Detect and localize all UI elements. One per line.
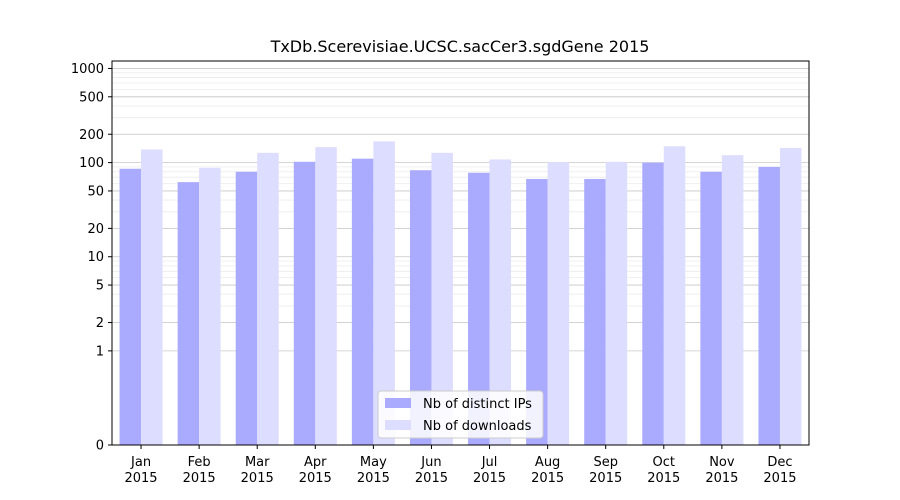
y-tick-label: 100	[79, 156, 104, 171]
x-tick-label-year: 2015	[124, 471, 157, 486]
bar-distinct-ips	[700, 171, 722, 445]
x-tick-label-year: 2015	[241, 471, 274, 486]
legend-label-distinct-ips: Nb of distinct IPs	[423, 397, 532, 412]
x-tick-label-month: Jul	[481, 455, 498, 470]
bars	[119, 141, 802, 446]
bar-downloads	[605, 161, 628, 445]
x-axis: Jan2015Feb2015Mar2015Apr2015May2015Jun20…	[124, 445, 797, 486]
x-tick-label-month: Oct	[653, 455, 675, 470]
x-tick-label-month: Jan	[130, 455, 151, 470]
y-tick-label: 500	[79, 90, 104, 105]
bar-downloads	[547, 162, 570, 445]
legend-swatch-distinct-ips	[385, 398, 411, 408]
bar-distinct-ips	[351, 158, 374, 445]
bar-downloads	[257, 152, 279, 445]
bar-downloads	[373, 141, 395, 445]
bar-downloads	[141, 149, 163, 445]
x-tick-label-month: Apr	[304, 455, 327, 470]
y-tick-label: 200	[79, 128, 104, 143]
x-tick-label-year: 2015	[183, 471, 216, 486]
y-tick-label: 0	[96, 439, 104, 454]
bar-downloads	[663, 146, 686, 445]
x-tick-label-month: Mar	[245, 455, 270, 470]
bar-distinct-ips	[177, 182, 200, 445]
bar-downloads	[779, 147, 802, 445]
y-tick-label: 1	[96, 344, 104, 359]
x-tick-label-month: May	[360, 455, 387, 470]
bar-distinct-ips	[409, 170, 432, 445]
x-tick-label-month: Feb	[188, 455, 211, 470]
legend: Nb of distinct IPs Nb of downloads	[377, 390, 544, 439]
legend-box	[377, 390, 544, 439]
bar-distinct-ips	[235, 171, 258, 445]
x-tick-label-year: 2015	[415, 471, 448, 486]
bar-downloads	[721, 155, 744, 445]
x-tick-label-year: 2015	[473, 471, 506, 486]
bar-downloads	[431, 152, 453, 445]
bar-downloads	[489, 159, 512, 446]
grid	[112, 68, 809, 446]
bar-distinct-ips	[584, 178, 606, 445]
bar-distinct-ips	[119, 168, 142, 445]
x-tick-label-year: 2015	[299, 471, 332, 486]
x-tick-label-year: 2015	[647, 471, 680, 486]
y-tick-label: 20	[87, 222, 104, 237]
x-tick-label-month: Aug	[535, 455, 560, 470]
bar-distinct-ips	[293, 161, 316, 445]
x-tick-label-year: 2015	[531, 471, 564, 486]
x-tick-label-month: Sep	[593, 455, 618, 470]
legend-swatch-downloads	[385, 420, 411, 430]
bar-downloads	[315, 147, 337, 445]
plot-frame	[111, 60, 810, 446]
bar-downloads	[199, 167, 221, 445]
legend-label-downloads: Nb of downloads	[423, 419, 532, 434]
y-tick-label: 1000	[71, 62, 104, 77]
bar-distinct-ips	[758, 166, 780, 446]
y-tick-label: 5	[96, 279, 104, 294]
y-tick-label: 10	[87, 250, 104, 265]
x-tick-label-year: 2015	[705, 471, 738, 486]
y-tick-label: 50	[87, 184, 104, 199]
bar-distinct-ips	[468, 172, 490, 445]
x-tick-label-year: 2015	[357, 471, 390, 486]
y-tick-label: 2	[96, 316, 104, 331]
x-tick-label-month: Jun	[420, 455, 441, 470]
x-tick-label-month: Nov	[709, 455, 735, 470]
x-tick-label-month: Dec	[767, 455, 792, 470]
chart-title: TxDb.Scerevisiae.UCSC.sacCer3.sgdGene 20…	[270, 37, 650, 56]
bar-distinct-ips	[526, 178, 548, 445]
x-tick-label-year: 2015	[589, 471, 622, 486]
x-tick-label-year: 2015	[763, 471, 796, 486]
bar-distinct-ips	[642, 162, 664, 445]
y-axis: 0 1 2 5 10 20 50 100 200 500 1000	[71, 62, 112, 454]
